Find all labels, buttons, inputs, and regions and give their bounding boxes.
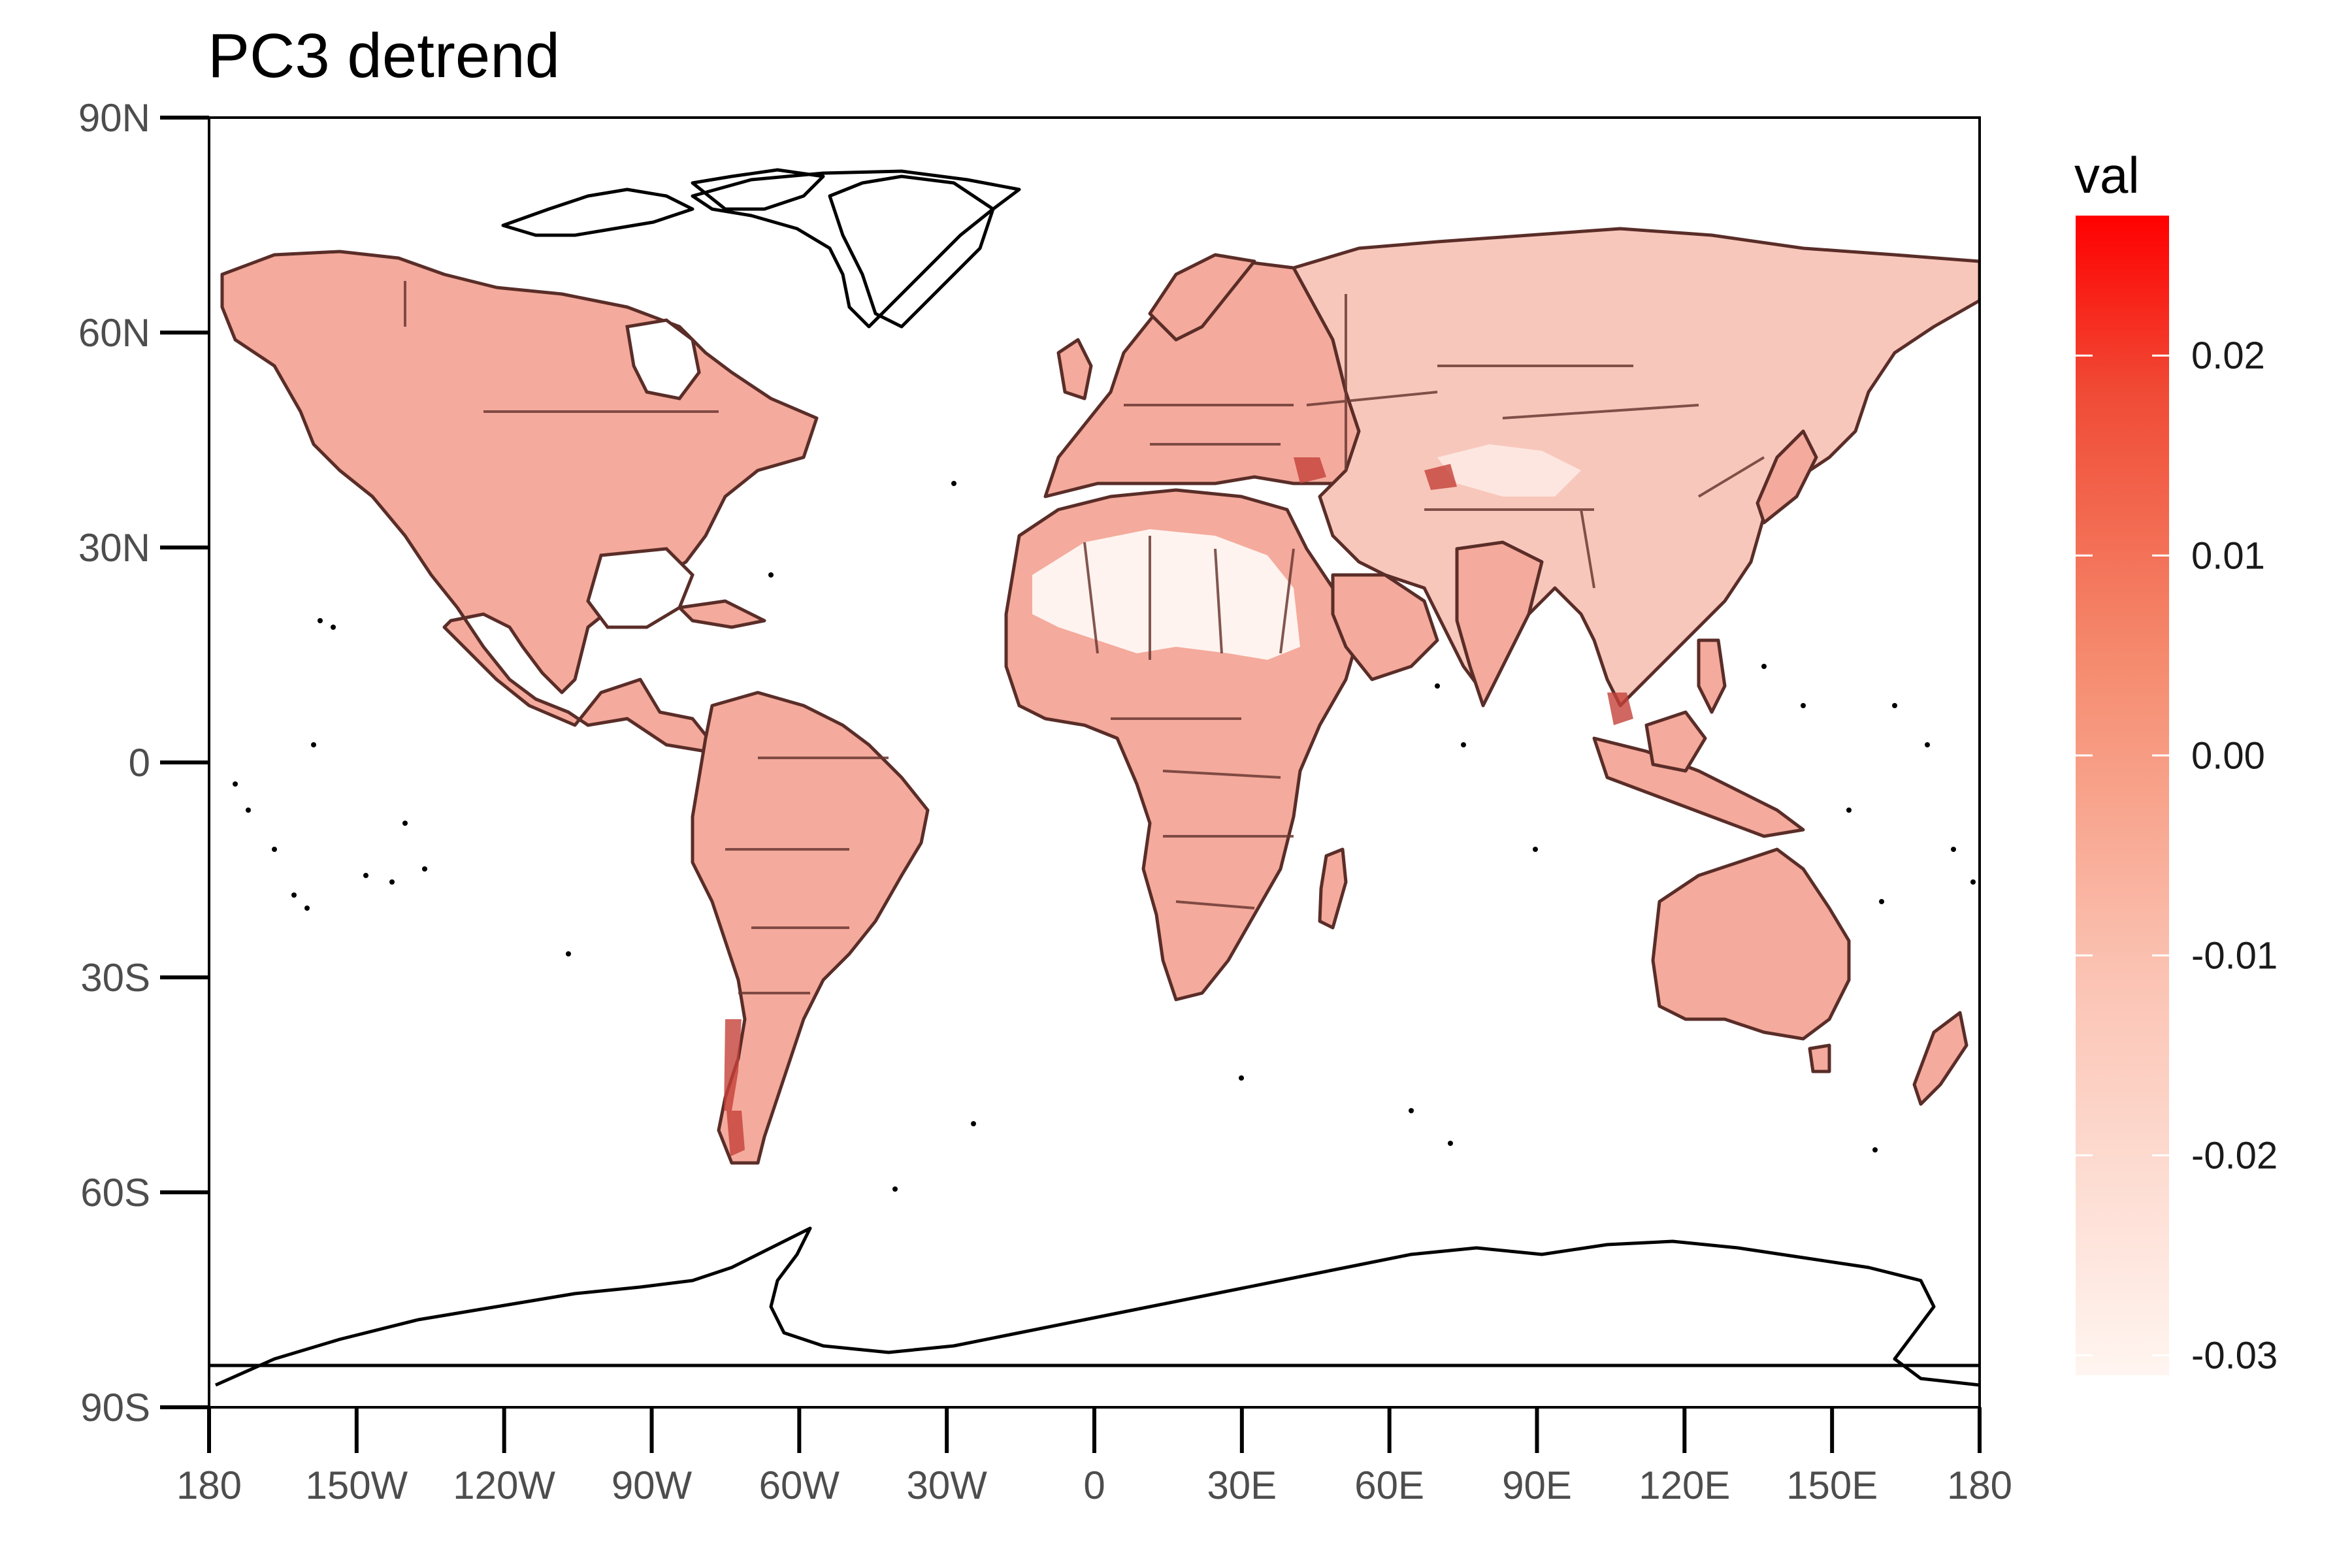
andes-strip xyxy=(724,1019,742,1111)
x-tick-label: 30E xyxy=(1207,1463,1277,1507)
map-panel xyxy=(209,118,1980,1407)
arctic-islands-coastline xyxy=(501,168,995,329)
y-tick-label: 90N xyxy=(78,96,150,140)
hotspot-indochina xyxy=(1607,693,1633,725)
x-tick-label: 90E xyxy=(1502,1463,1572,1507)
x-tick-label: 30W xyxy=(906,1463,987,1507)
country-borders xyxy=(404,281,1765,994)
x-tick-label: 120W xyxy=(453,1463,555,1507)
colorbar-tick-label: 0.00 xyxy=(2191,734,2265,777)
madagascar xyxy=(1318,847,1348,930)
japan xyxy=(1756,429,1818,525)
hudson-bay xyxy=(625,318,701,400)
philippines xyxy=(1697,638,1727,714)
arabian-peninsula xyxy=(1331,573,1439,681)
y-tick-label: 60N xyxy=(78,311,150,355)
new-zealand xyxy=(1912,1011,1968,1106)
x-tick-label: 180 xyxy=(176,1463,242,1507)
y-tick-label: 30S xyxy=(80,956,150,1000)
chart-title: PC3 detrend xyxy=(208,21,560,91)
colorbar-ticks: 0.02 0.01 0.00 -0.01 -0.02 -0.03 xyxy=(2076,335,2278,1377)
tibet-plateau-pale xyxy=(1437,444,1581,497)
borneo xyxy=(1644,710,1707,773)
x-tick-label: 120E xyxy=(1639,1463,1730,1507)
x-axis: 180 150W 120W 90W 60W 30W 0 30E 60E 90E 120E 150E 18… xyxy=(176,1406,2012,1507)
greenland-coastline xyxy=(691,169,1021,329)
colorbar-tick-label: 0.01 xyxy=(2191,534,2265,577)
caribbean-islands xyxy=(678,599,766,629)
colorbar-tick-label: -0.02 xyxy=(2191,1134,2278,1177)
x-tick-label: 0 xyxy=(1083,1463,1105,1507)
y-tick-label: 90S xyxy=(80,1386,150,1429)
hotspot-pakistan xyxy=(1424,464,1457,490)
colorbar-tick-label: 0.02 xyxy=(2191,335,2265,377)
pacific-islands xyxy=(233,481,1976,1192)
y-tick-label: 0 xyxy=(129,741,150,785)
australia-landmass xyxy=(1651,847,1851,1041)
scandinavia xyxy=(1148,253,1256,342)
gulf-of-mexico xyxy=(586,547,694,629)
x-tick-label: 60E xyxy=(1354,1463,1424,1507)
colorbar-tick-label: -0.01 xyxy=(2191,934,2278,977)
colorbar-tick-label: -0.03 xyxy=(2191,1334,2278,1377)
y-tick-label: 60S xyxy=(80,1171,150,1215)
antarctica-coastline xyxy=(214,1226,1980,1387)
legend-title: val xyxy=(2074,146,2140,204)
x-tick-label: 150E xyxy=(1786,1463,1878,1507)
hotspot-turkey xyxy=(1294,457,1326,483)
india xyxy=(1455,540,1544,708)
sahara-desert xyxy=(1032,529,1300,660)
x-tick-label: 180 xyxy=(1947,1463,2012,1507)
colorbar xyxy=(2076,216,2169,1375)
hotspot-patagonia xyxy=(727,1111,745,1156)
y-tick-label: 30N xyxy=(78,526,150,570)
x-tick-label: 90W xyxy=(612,1463,693,1507)
tasmania xyxy=(1808,1043,1831,1073)
x-tick-label: 60W xyxy=(759,1463,840,1507)
x-tick-label: 150W xyxy=(305,1463,408,1507)
y-axis: 90N 60N 30N 0 30S 60S 90S xyxy=(78,96,210,1429)
british-isles xyxy=(1056,338,1093,400)
